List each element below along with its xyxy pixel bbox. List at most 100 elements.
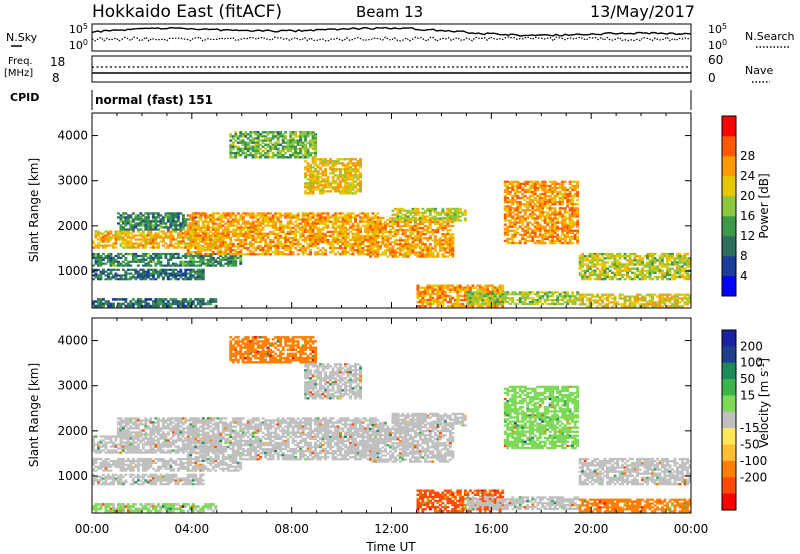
power-cell <box>196 234 200 238</box>
power-cell <box>131 298 135 301</box>
power-cell <box>541 199 545 202</box>
power-cell <box>508 237 512 241</box>
power-cell <box>526 229 530 232</box>
power-cell <box>184 236 188 239</box>
power-cell <box>174 252 178 256</box>
power-cell <box>423 219 427 222</box>
power-cell <box>276 226 280 229</box>
power-cell <box>441 300 445 304</box>
power-cell <box>131 260 135 263</box>
power-cell <box>326 176 330 179</box>
power-cell <box>501 284 505 287</box>
power-cell <box>189 304 193 308</box>
power-cell <box>146 274 150 277</box>
power-cell <box>613 271 617 275</box>
power-cell <box>191 228 195 231</box>
power-cell <box>334 186 337 189</box>
power-cell <box>369 239 372 242</box>
power-cell <box>184 222 188 225</box>
power-cell <box>401 229 405 232</box>
power-cell <box>536 301 540 304</box>
power-cell <box>396 207 400 210</box>
power-cell <box>179 222 183 225</box>
power-cell <box>92 274 95 277</box>
power-cell <box>254 143 258 146</box>
power-cell <box>271 245 275 248</box>
power-cell <box>149 228 153 231</box>
power-cell <box>231 232 235 235</box>
power-cell <box>331 234 335 238</box>
power-cell <box>314 180 317 183</box>
power-cell <box>149 236 153 239</box>
power-cell <box>236 147 240 151</box>
power-cell <box>536 299 540 302</box>
power-cell <box>443 217 447 220</box>
power-cell <box>139 232 143 235</box>
power-cell <box>269 149 273 153</box>
power-cell <box>296 214 300 217</box>
power-cell <box>451 207 455 210</box>
power-cell <box>211 264 215 267</box>
power-cell <box>581 255 585 258</box>
power-cell <box>304 133 307 136</box>
power-cell <box>329 190 332 193</box>
power-cell <box>404 235 407 238</box>
power-cell <box>426 286 430 289</box>
power-cell <box>239 230 243 233</box>
power-cell <box>561 197 565 200</box>
power-cell <box>169 298 173 301</box>
power-cell <box>214 212 218 215</box>
power-cell <box>264 251 268 254</box>
power-cell <box>573 295 577 298</box>
power-cell <box>189 226 193 229</box>
power-cell <box>216 224 220 227</box>
power-cell <box>151 258 155 261</box>
power-cell <box>244 143 248 146</box>
power-cell <box>486 297 490 300</box>
power-cell <box>246 247 250 250</box>
power-cell <box>578 259 582 262</box>
power-cell <box>274 253 278 256</box>
power-cell <box>274 147 278 151</box>
power-cell <box>159 262 163 265</box>
power-cell <box>161 298 165 301</box>
power-cell <box>381 237 385 240</box>
power-cell <box>513 291 517 294</box>
power-cell <box>124 218 128 221</box>
power-cell <box>149 256 153 259</box>
power-cell <box>561 227 565 230</box>
power-cell <box>304 184 307 187</box>
power-cell <box>468 303 472 306</box>
power-cell <box>548 235 552 238</box>
power-cell <box>281 139 285 142</box>
power-cell <box>336 247 340 250</box>
power-cell <box>156 256 160 259</box>
power-cells <box>92 131 692 308</box>
power-cell <box>578 255 582 258</box>
power-cell <box>446 213 450 216</box>
power-cell <box>416 231 420 234</box>
power-cell <box>309 180 312 183</box>
power-cell <box>309 226 312 229</box>
power-cell <box>112 304 115 308</box>
power-cell <box>421 292 425 296</box>
power-cell <box>349 253 352 256</box>
power-cell <box>249 154 253 157</box>
power-cell <box>611 255 614 258</box>
power-cell <box>204 262 208 265</box>
power-cell <box>448 245 452 248</box>
power-cell <box>126 234 130 237</box>
power-cell <box>369 245 372 248</box>
power-cell <box>623 257 627 260</box>
power-cell <box>239 249 243 252</box>
power-cell <box>117 260 120 263</box>
power-cell <box>199 278 203 281</box>
power-cell <box>159 272 163 275</box>
power-cell <box>164 252 168 256</box>
power-cell <box>196 274 200 277</box>
power-cell <box>409 253 412 256</box>
power-cell <box>129 304 133 308</box>
power-cell <box>154 234 158 237</box>
power-cell <box>613 275 617 279</box>
power-cell <box>376 235 380 238</box>
